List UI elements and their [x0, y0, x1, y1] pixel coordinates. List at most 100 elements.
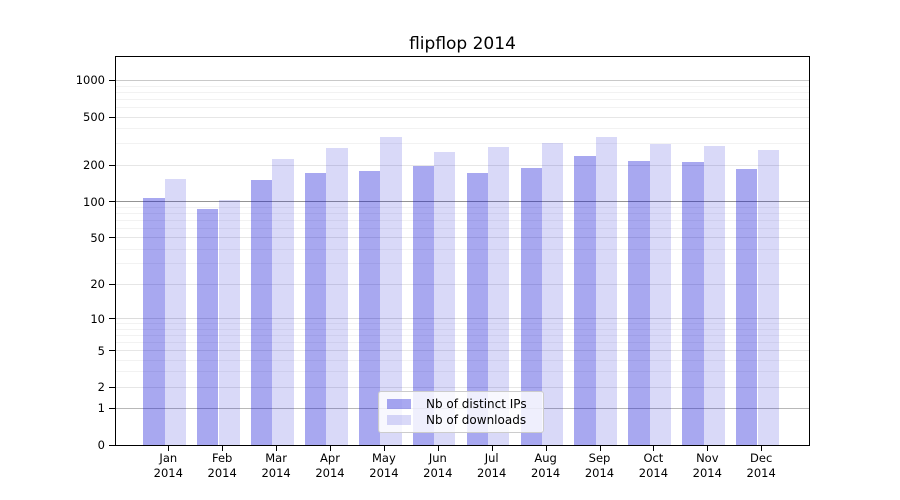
bar-distinct-ips-jul	[466, 172, 488, 445]
y-tick-2	[109, 386, 115, 388]
gridline-2	[116, 386, 809, 388]
y-tick-label-2: 2	[97, 380, 105, 394]
gridline-5	[116, 350, 809, 351]
y-tick-label-200: 200	[83, 158, 105, 173]
y-tick-label-1000: 1000	[75, 73, 105, 88]
minor-gridline-60	[116, 227, 809, 229]
x-tick-label-oct: Oct 2014	[638, 451, 669, 480]
y-tick-label-5: 5	[97, 343, 105, 358]
y-tick-1000	[109, 79, 115, 81]
y-tick-50	[109, 237, 115, 238]
legend-swatch-distinct-ips-icon	[387, 399, 411, 409]
gridline-100	[116, 201, 809, 202]
y-tick-label-20: 20	[90, 277, 105, 292]
x-tick-jun	[437, 446, 439, 451]
y-tick-500	[109, 116, 115, 118]
minor-gridline-3	[116, 371, 809, 373]
y-tick-label-500: 500	[83, 110, 105, 124]
x-tick-jul	[491, 446, 493, 451]
x-tick-label-jun: Jun 2014	[423, 451, 453, 480]
bar-downloads-jun	[434, 151, 456, 445]
minor-gridline-40	[116, 248, 809, 250]
x-tick-label-aug: Aug 2014	[530, 451, 561, 480]
minor-gridline-600	[116, 106, 809, 108]
gridline-500	[116, 116, 809, 118]
y-tick-label-1: 1	[97, 401, 105, 416]
minor-gridline-300	[116, 143, 809, 145]
legend-label-downloads: Nb of downloads	[426, 413, 527, 427]
bar-distinct-ips-feb	[197, 208, 219, 445]
bar-distinct-ips-nov	[682, 162, 704, 445]
legend: Nb of distinct IPs Nb of downloads	[378, 391, 544, 433]
x-tick-aug	[545, 446, 547, 451]
bar-downloads-apr	[326, 147, 348, 445]
x-tick-label-nov: Nov 2014	[692, 451, 722, 480]
bar-downloads-aug	[541, 143, 564, 445]
minor-gridline-70	[116, 219, 809, 221]
x-tick-may	[383, 446, 385, 451]
x-tick-label-jul: Jul 2014	[477, 451, 507, 480]
bar-distinct-ips-sep	[574, 156, 596, 445]
bar-distinct-ips-aug	[520, 167, 542, 445]
x-tick-sep	[599, 446, 601, 451]
y-tick-100	[109, 201, 115, 202]
minor-gridline-8	[116, 328, 809, 330]
x-tick-label-mar: Mar 2014	[261, 451, 291, 480]
x-tick-feb	[222, 446, 224, 451]
y-tick-200	[109, 164, 115, 166]
x-tick-label-may: May 2014	[369, 451, 399, 480]
x-tick-dec	[761, 446, 763, 451]
bar-downloads-jan	[164, 179, 186, 445]
minor-gridline-7	[116, 334, 809, 336]
legend-swatch-downloads-icon	[387, 415, 411, 425]
x-tick-nov	[707, 446, 709, 451]
gridline-10	[116, 318, 809, 319]
chart-title: flipflop 2014	[409, 34, 516, 54]
minor-gridline-900	[116, 85, 809, 87]
y-tick-0	[109, 444, 115, 446]
x-tick-label-dec: Dec 2014	[746, 451, 776, 480]
y-tick-10	[109, 318, 115, 319]
minor-gridline-800	[116, 91, 809, 93]
y-tick-label-100: 100	[83, 194, 105, 209]
bar-distinct-ips-apr	[304, 172, 327, 445]
x-tick-label-apr: Apr 2014	[315, 451, 345, 480]
bar-distinct-ips-dec	[736, 168, 758, 445]
minor-gridline-4	[116, 359, 809, 361]
bar-downloads-oct	[649, 144, 672, 445]
minor-gridline-700	[116, 98, 809, 100]
legend-label-distinct-ips: Nb of distinct IPs	[426, 397, 527, 411]
bar-distinct-ips-may	[358, 171, 381, 445]
y-tick-label-0: 0	[97, 438, 105, 452]
gridline-20	[116, 283, 809, 285]
minor-gridline-80	[116, 212, 809, 214]
x-tick-label-feb: Feb 2014	[207, 451, 237, 480]
bar-distinct-ips-jun	[412, 165, 435, 445]
y-tick-label-10: 10	[90, 311, 105, 326]
x-tick-jan	[168, 446, 170, 451]
x-tick-apr	[330, 446, 331, 451]
bar-downloads-mar	[272, 158, 294, 445]
bar-downloads-may	[380, 137, 402, 445]
plot-area	[115, 56, 810, 446]
y-tick-5	[109, 350, 115, 351]
x-tick-mar	[276, 446, 278, 451]
minor-gridline-400	[116, 128, 809, 130]
bar-distinct-ips-oct	[628, 161, 650, 445]
x-tick-oct	[653, 446, 655, 451]
bar-downloads-sep	[595, 136, 618, 445]
legend-item-downloads: Nb of downloads	[387, 413, 535, 427]
minor-gridline-30	[116, 263, 809, 265]
bar-downloads-nov	[703, 146, 725, 445]
minor-gridline-6	[116, 341, 809, 343]
bar-downloads-jul	[488, 146, 510, 445]
y-tick-20	[109, 283, 115, 285]
bar-downloads-dec	[757, 150, 779, 445]
minor-gridline-9	[116, 323, 809, 324]
gridline-1000	[116, 79, 809, 81]
minor-gridline-90	[116, 206, 809, 208]
x-tick-label-sep: Sep 2014	[584, 451, 615, 480]
gridline-50	[116, 237, 809, 238]
gridline-200	[116, 164, 809, 166]
